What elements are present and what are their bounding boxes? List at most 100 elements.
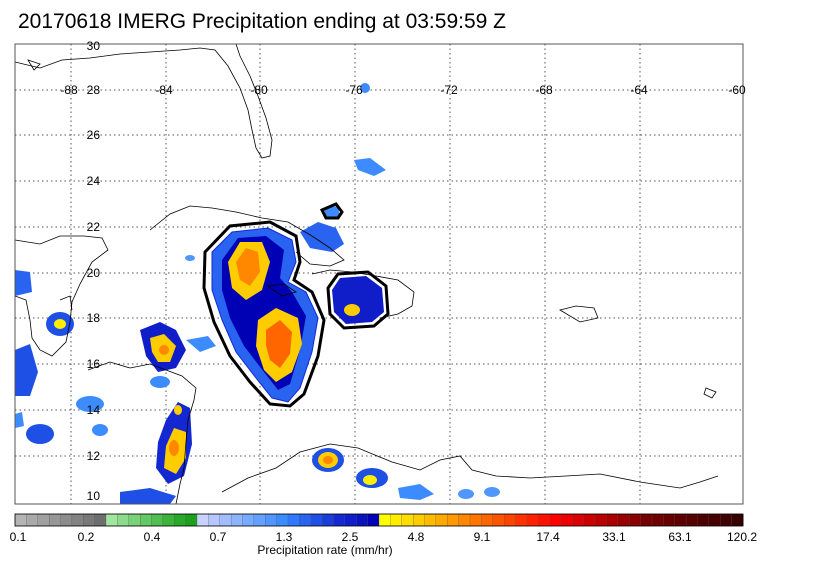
colorbar-cell: [515, 513, 528, 527]
colorbar-cell: [560, 513, 573, 527]
colorbar-frame: [14, 513, 744, 527]
outline-contours: [202, 202, 390, 408]
colorbar-cell: [356, 513, 369, 527]
colorbar-cell: [503, 513, 516, 527]
colorbar-cell: [412, 513, 425, 527]
colorbar-cell: [492, 513, 505, 527]
colorbar-cell: [208, 513, 221, 527]
lon-label: -80: [250, 83, 268, 97]
colorbar-cell: [674, 513, 687, 527]
colorbar-cell: [435, 513, 448, 527]
colorbar-cell: [48, 513, 61, 527]
colorbar-cell: [663, 513, 676, 527]
colorbar-cell: [105, 513, 118, 527]
lat-label: 28: [87, 83, 101, 97]
colorbar-cell: [424, 513, 437, 527]
lon-label: -64: [630, 83, 648, 97]
colorbar-cell: [583, 513, 596, 527]
colorbar-cell: [572, 513, 585, 527]
colorbar-cell: [458, 513, 471, 527]
colorbar-cell: [617, 513, 630, 527]
colorbar-cell: [174, 513, 187, 527]
colorbar-cell: [606, 513, 619, 527]
colorbar-cell: [151, 513, 164, 527]
colorbar: 0.1 0.2 0.4 0.7 1.3 2.5 4.8 9.1 17.4 33.…: [10, 513, 757, 557]
colorbar-cell: [265, 513, 278, 527]
colorbar-cell: [629, 513, 642, 527]
lat-label: 30: [87, 39, 101, 53]
colorbar-cell: [242, 513, 255, 527]
colorbar-tick-label: 120.2: [727, 530, 757, 544]
colorbar-cell: [344, 513, 357, 527]
colorbar-cell: [94, 513, 107, 527]
colorbar-title: Precipitation rate (mm/hr): [257, 543, 392, 557]
colorbar-tick-label: 4.8: [408, 530, 425, 544]
colorbar-tick-label: 63.1: [668, 530, 692, 544]
colorbar-cell: [469, 513, 482, 527]
colorbar-cell: [333, 513, 346, 527]
colorbar-cell: [276, 513, 289, 527]
map-area: [15, 44, 743, 504]
colorbar-cell: [447, 513, 460, 527]
colorbar-cell: [651, 513, 664, 527]
colorbar-cells: [14, 513, 744, 527]
colorbar-cell: [196, 513, 209, 527]
colorbar-tick-label: 0.2: [78, 530, 95, 544]
colorbar-cell: [526, 513, 539, 527]
lon-label: -60: [728, 83, 746, 97]
colorbar-cell: [230, 513, 243, 527]
lat-label: 12: [87, 449, 101, 463]
colorbar-tick-label: 1.3: [276, 530, 293, 544]
colorbar-cell: [549, 513, 562, 527]
map-frame: [14, 43, 744, 505]
colorbar-cell: [71, 513, 84, 527]
colorbar-cell: [128, 513, 141, 527]
colorbar-cell: [139, 513, 152, 527]
lat-label: 22: [87, 220, 101, 234]
lat-label: 14: [87, 403, 101, 417]
lon-label: -88: [60, 83, 78, 97]
colorbar-cell: [594, 513, 607, 527]
colorbar-cell: [185, 513, 198, 527]
colorbar-cell: [287, 513, 300, 527]
lon-label: -72: [440, 83, 458, 97]
colorbar-cell: [26, 513, 39, 527]
colorbar-cell: [720, 513, 733, 527]
precipitation-features: [15, 83, 500, 504]
colorbar-cell: [538, 513, 551, 527]
page-title: 20170618 IMERG Precipitation ending at 0…: [18, 10, 506, 33]
colorbar-cell: [37, 513, 50, 527]
colorbar-cell: [253, 513, 266, 527]
colorbar-cell: [367, 513, 380, 527]
coastlines: [15, 44, 719, 504]
colorbar-cell: [481, 513, 494, 527]
lon-label: -76: [345, 83, 363, 97]
colorbar-cell: [640, 513, 653, 527]
lat-label: 26: [87, 128, 101, 142]
colorbar-cell: [401, 513, 414, 527]
lat-labels: 30 28 26 24 22 20 18 16 14 12 10: [87, 39, 101, 503]
colorbar-cell: [390, 513, 403, 527]
colorbar-cell: [117, 513, 130, 527]
colorbar-tick-label: 17.4: [536, 530, 560, 544]
colorbar-cell: [378, 513, 391, 527]
colorbar-cell: [731, 513, 744, 527]
lat-label: 10: [87, 489, 101, 503]
lon-label: -68: [535, 83, 553, 97]
colorbar-cell: [708, 513, 721, 527]
lon-labels: -88 -84 -80 -76 -72 -68 -64 -60: [60, 83, 746, 97]
lat-label: 16: [87, 357, 101, 371]
colorbar-cell: [219, 513, 232, 527]
colorbar-cell: [321, 513, 334, 527]
colorbar-cell: [60, 513, 73, 527]
colorbar-tick-label: 0.4: [144, 530, 161, 544]
colorbar-cell: [310, 513, 323, 527]
colorbar-cell: [697, 513, 710, 527]
graticule: [15, 44, 743, 504]
lon-label: -84: [155, 83, 173, 97]
lat-label: 18: [87, 311, 101, 325]
colorbar-cell: [685, 513, 698, 527]
colorbar-tick-label: 33.1: [602, 530, 626, 544]
colorbar-cell: [83, 513, 96, 527]
